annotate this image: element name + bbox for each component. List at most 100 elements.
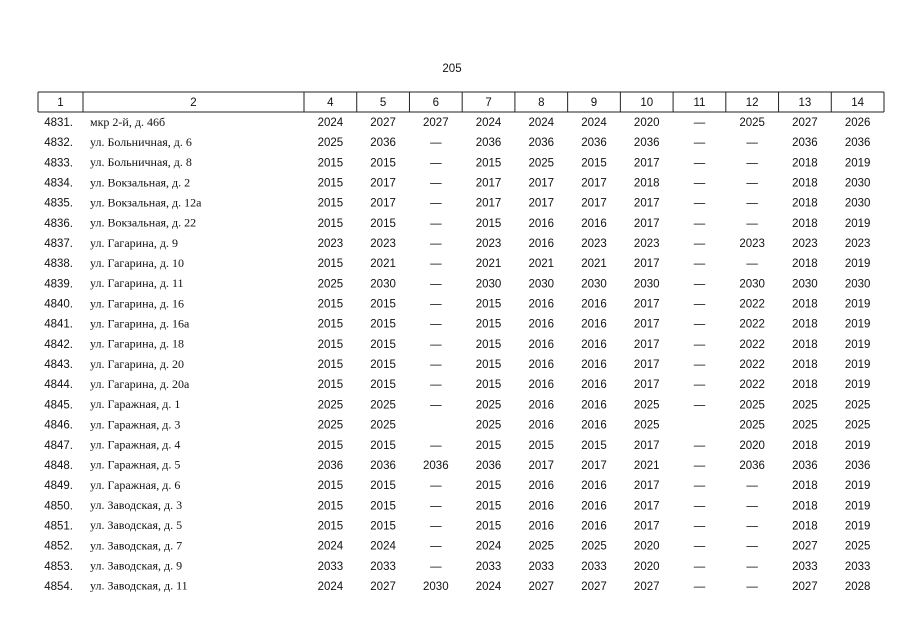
year-cell: 2019	[845, 339, 871, 351]
year-cell: 2025	[581, 541, 607, 553]
year-cell: 2016	[581, 319, 607, 331]
year-cell: —	[430, 399, 442, 411]
year-cell: —	[694, 299, 706, 311]
year-cell: 2024	[318, 581, 344, 593]
year-cell: —	[694, 319, 706, 331]
year-cell: 2017	[634, 157, 660, 169]
year-cell: 2015	[476, 440, 502, 452]
year-cell: 2022	[739, 379, 765, 391]
year-cell: 2025	[739, 399, 765, 411]
year-cell: 2030	[370, 278, 396, 290]
year-cell: 2036	[845, 137, 871, 149]
year-cell: 2015	[370, 157, 396, 169]
address: ул. Гаражная, д. 1	[90, 397, 180, 411]
year-cell: —	[746, 218, 758, 230]
year-cell: —	[746, 541, 758, 553]
year-cell: 2019	[845, 218, 871, 230]
row-number: 4844.	[44, 379, 73, 391]
year-cell: 2033	[370, 561, 396, 573]
address: ул. Больничная, д. 6	[90, 135, 192, 149]
year-cell: 2016	[581, 500, 607, 512]
year-cell: 2036	[845, 460, 871, 472]
year-cell: 2015	[318, 440, 344, 452]
year-cell: —	[746, 258, 758, 270]
year-cell: 2024	[318, 117, 344, 129]
year-cell: 2024	[476, 581, 502, 593]
year-cell: —	[694, 500, 706, 512]
address: мкр 2-й, д. 46б	[90, 115, 165, 129]
year-cell: 2016	[528, 520, 554, 532]
year-cell: 2024	[528, 117, 554, 129]
year-cell: 2016	[528, 420, 554, 432]
year-cell: 2036	[423, 460, 449, 472]
year-cell: 2036	[739, 460, 765, 472]
year-cell: 2033	[581, 561, 607, 573]
year-cell: —	[746, 520, 758, 532]
year-cell: —	[430, 198, 442, 210]
year-cell: 2024	[476, 117, 502, 129]
year-cell: 2025	[528, 157, 554, 169]
year-cell: 2017	[528, 198, 554, 210]
year-cell: 2016	[581, 359, 607, 371]
year-cell: 2015	[318, 520, 344, 532]
year-cell: 2015	[476, 339, 502, 351]
year-cell: —	[430, 541, 442, 553]
year-cell: 2015	[370, 480, 396, 492]
row-number: 4837.	[44, 238, 73, 250]
year-cell: 2022	[739, 299, 765, 311]
year-cell: 2023	[581, 238, 607, 250]
year-cell: —	[746, 500, 758, 512]
year-cell: 2015	[528, 440, 554, 452]
year-cell: —	[430, 157, 442, 169]
year-cell: 2019	[845, 379, 871, 391]
address: ул. Вокзальная, д. 12а	[90, 195, 202, 209]
address: ул. Вокзальная, д. 2	[90, 175, 190, 189]
year-cell: 2017	[634, 379, 660, 391]
year-cell: 2025	[845, 420, 871, 432]
year-cell: 2033	[318, 561, 344, 573]
header-cell: 13	[799, 97, 812, 109]
header-cell: 8	[538, 97, 544, 109]
year-cell: 2023	[318, 238, 344, 250]
year-cell: 2016	[581, 339, 607, 351]
year-cell: 2025	[792, 420, 818, 432]
address: ул. Гагарина, д. 16	[90, 296, 184, 310]
year-cell: 2024	[476, 541, 502, 553]
year-cell: 2016	[581, 299, 607, 311]
year-cell: —	[746, 198, 758, 210]
year-cell: 2036	[370, 137, 396, 149]
year-cell: 2015	[581, 157, 607, 169]
year-cell: 2017	[476, 178, 502, 190]
year-cell: 2030	[476, 278, 502, 290]
year-cell: 2027	[792, 541, 818, 553]
year-cell: 2018	[792, 319, 818, 331]
year-cell: 2022	[739, 319, 765, 331]
year-cell: 2015	[370, 379, 396, 391]
year-cell: 2018	[792, 480, 818, 492]
year-cell: 2015	[476, 299, 502, 311]
year-cell: —	[430, 440, 442, 452]
year-cell: 2021	[370, 258, 396, 270]
year-cell: —	[746, 178, 758, 190]
year-cell: —	[694, 238, 706, 250]
year-cell: 2023	[476, 238, 502, 250]
year-cell: 2033	[845, 561, 871, 573]
year-cell: 2019	[845, 500, 871, 512]
year-cell: 2027	[528, 581, 554, 593]
year-cell: —	[430, 178, 442, 190]
year-cell: —	[746, 137, 758, 149]
year-cell: —	[694, 440, 706, 452]
year-cell: 2025	[845, 399, 871, 411]
year-cell: 2015	[318, 178, 344, 190]
address: ул. Гаражная, д. 6	[90, 478, 180, 492]
year-cell: 2018	[792, 339, 818, 351]
year-cell: 2015	[581, 440, 607, 452]
year-cell: —	[694, 137, 706, 149]
year-cell: 2015	[370, 520, 396, 532]
year-cell: 2015	[318, 198, 344, 210]
year-cell: 2036	[634, 137, 660, 149]
year-cell: 2017	[528, 460, 554, 472]
year-cell: 2015	[476, 500, 502, 512]
row-number: 4845.	[44, 399, 73, 411]
